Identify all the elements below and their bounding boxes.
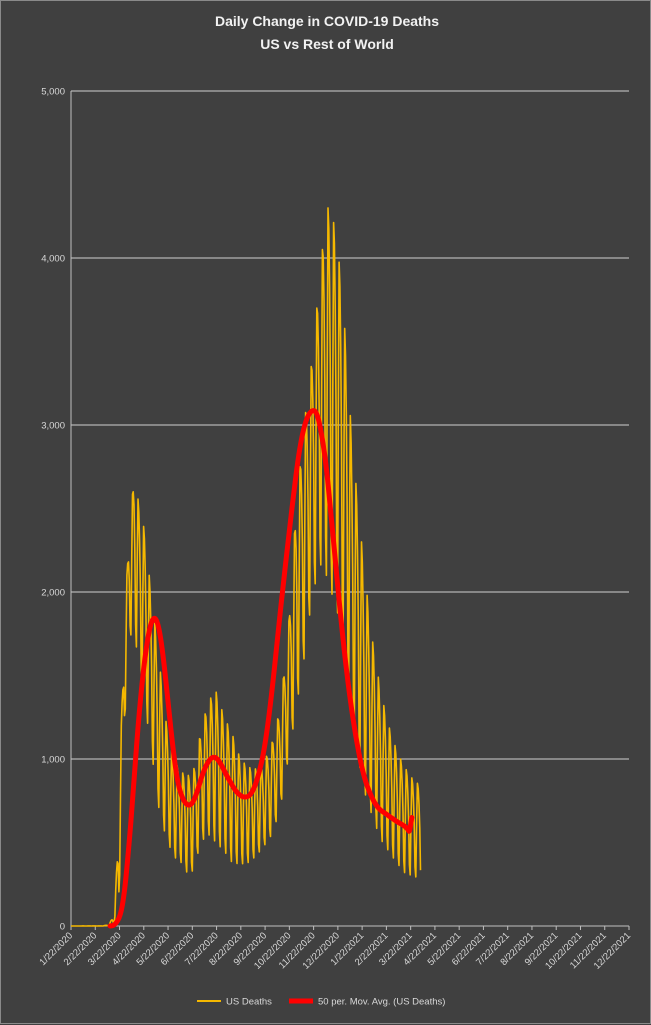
y-tick-label: 2,000	[41, 588, 65, 599]
x-tick-labels: 1/22/20202/22/20203/22/20204/22/20205/22…	[37, 930, 633, 971]
legend-label-moving-average: 50 per. Mov. Avg. (US Deaths)	[318, 997, 445, 1008]
y-tick-label: 1,000	[41, 755, 65, 766]
axes	[70, 91, 630, 930]
plot-area	[71, 207, 422, 929]
y-tick-label: 4,000	[41, 254, 65, 265]
series-moving-average-line	[107, 408, 415, 929]
y-tick-label: 0	[60, 922, 65, 933]
legend: US Deaths 50 per. Mov. Avg. (US Deaths)	[197, 997, 445, 1008]
y-tick-label: 3,000	[41, 421, 65, 432]
y-tick-label: 5,000	[41, 87, 65, 98]
chart-subtitle: US vs Rest of World	[260, 36, 394, 52]
series-us-deaths-line	[71, 207, 422, 927]
chart-title: Daily Change in COVID-19 Deaths	[215, 13, 439, 29]
y-tick-labels: 0 1,000 2,000 3,000 4,000 5,000	[41, 87, 65, 933]
legend-label-us-deaths: US Deaths	[226, 997, 272, 1008]
